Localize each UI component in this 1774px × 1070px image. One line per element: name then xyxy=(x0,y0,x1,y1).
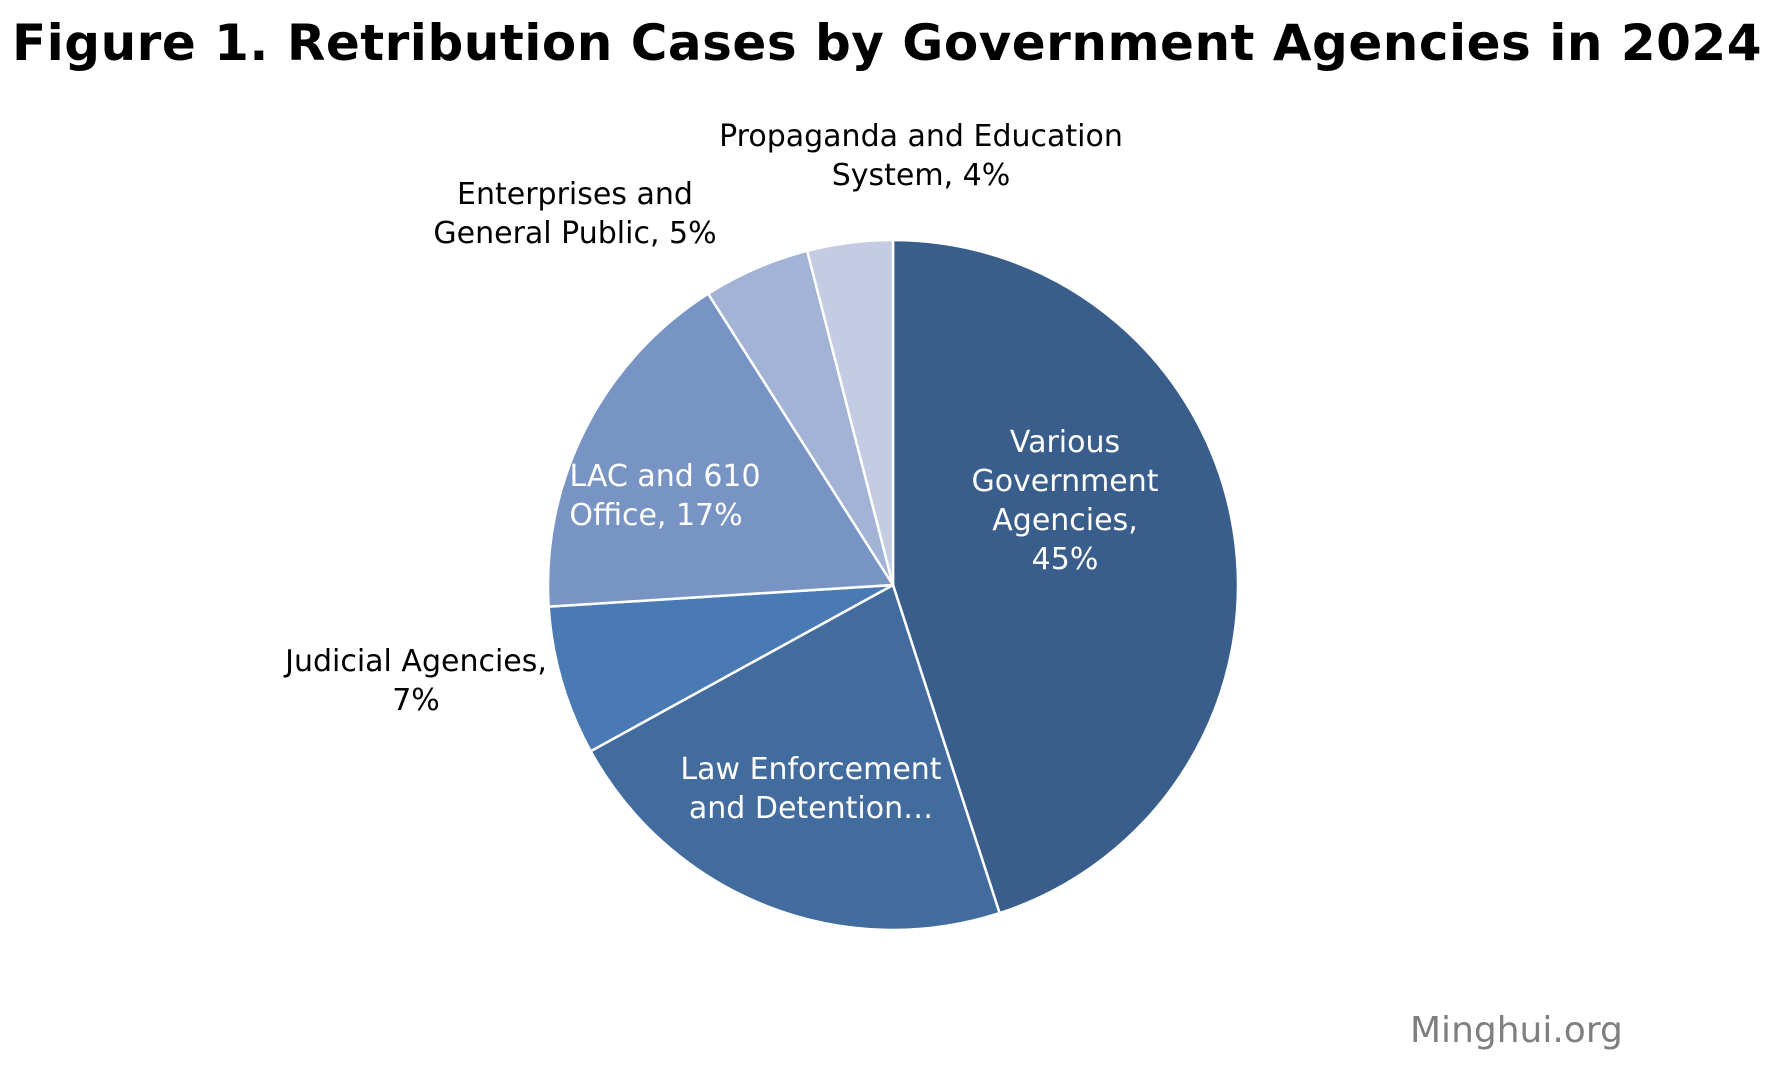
slice-label-judicial-agencies: Judicial Agencies, 7% xyxy=(283,644,547,718)
pie-labels: Various Government Agencies, 45% Law Enforce… xyxy=(283,119,1159,826)
pie-slices xyxy=(546,238,1240,932)
slice-label-propaganda-and-education-system: Propaganda and Education System, 4% xyxy=(719,119,1123,193)
slice-label-law-enforcement-and-detention: Law Enforcement and Detention… xyxy=(680,752,941,826)
slice-label-line: 7% xyxy=(392,683,440,718)
slice-label-enterprises-and-general-public: Enterprises and General Public, 5% xyxy=(433,177,716,251)
slice-label-line: 45% xyxy=(1032,542,1099,577)
source-watermark: Minghui.org xyxy=(1410,1010,1623,1051)
slice-label-line: Judicial Agencies, xyxy=(283,644,547,679)
slice-label-line: Agencies, xyxy=(992,503,1138,538)
pie-slice-law-enforcement-and-detention xyxy=(589,583,1001,932)
pie-slice-various-government-agencies xyxy=(891,238,1240,915)
slice-label-line: Various xyxy=(1010,425,1120,460)
chart-title: Figure 1. Retribution Cases by Governmen… xyxy=(11,14,1763,72)
pie-slice-plac-and-610-office xyxy=(546,292,895,608)
slice-label-line: System, 4% xyxy=(832,158,1011,193)
slice-label-line: Law Enforcement xyxy=(680,752,941,787)
slice-label-line: PLAC and 610 xyxy=(551,459,760,494)
slice-label-line: Enterprises and xyxy=(457,177,693,212)
slice-label-line: Propaganda and Education xyxy=(719,119,1123,154)
slice-label-line: and Detention… xyxy=(689,791,933,826)
slice-label-various-government-agencies: Various Government Agencies, 45% xyxy=(971,425,1158,577)
slice-label-line: Office, 17% xyxy=(569,498,742,533)
slice-label-line: General Public, 5% xyxy=(433,216,716,251)
slice-label-plac-and-610-office: PLAC and 610 Office, 17% xyxy=(551,459,760,533)
pie-slice-judicial-agencies xyxy=(547,583,895,753)
pie-slice-propaganda-and-education-system xyxy=(805,238,895,587)
slice-label-line: Government xyxy=(971,464,1158,499)
